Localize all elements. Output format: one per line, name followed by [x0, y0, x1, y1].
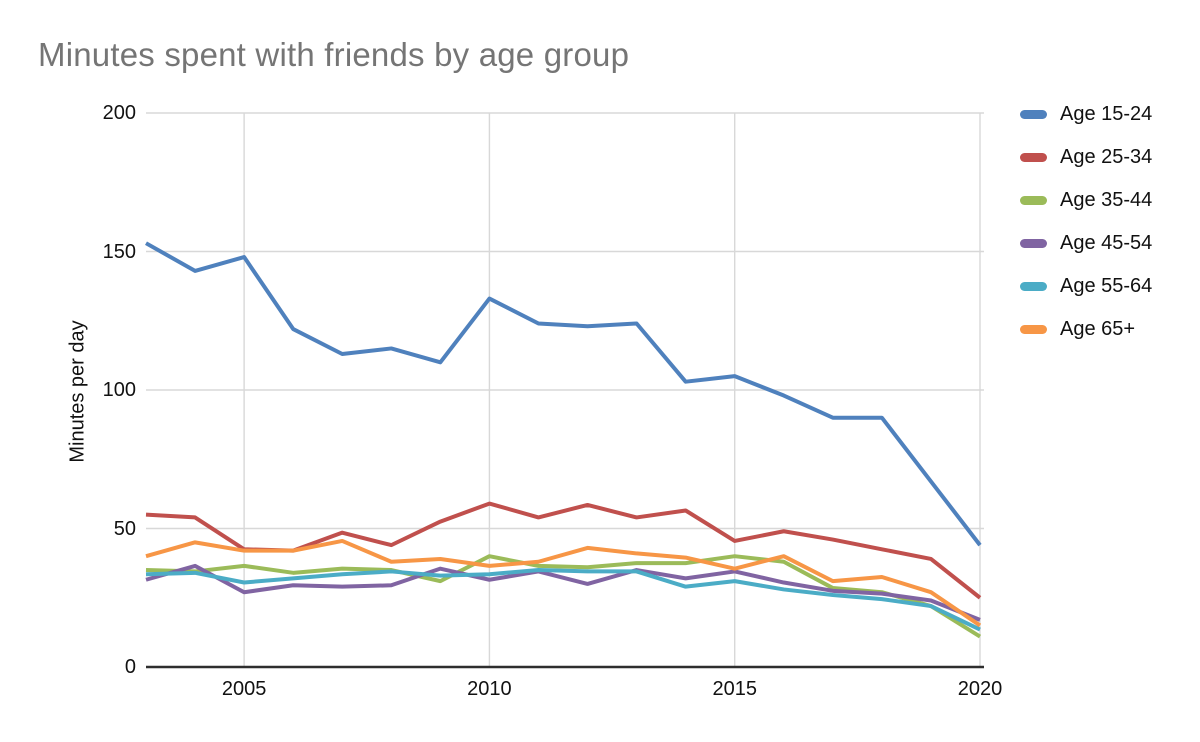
legend-label: Age 35-44 — [1060, 188, 1153, 211]
legend-item: Age 65+ — [1020, 315, 1152, 343]
x-tick-label: 2015 — [712, 678, 757, 700]
legend-swatch-icon — [1020, 109, 1047, 119]
chart-legend: Age 15-24 Age 25-34 Age 35-44 Age 45-54 Age … — [1020, 100, 1152, 358]
y-tick-label: 150 — [102, 240, 136, 263]
y-tick-label: 0 — [124, 656, 136, 678]
legend-item: Age 15-24 — [1020, 100, 1152, 128]
legend-swatch-icon — [1020, 281, 1047, 291]
legend-swatch-icon — [1020, 152, 1047, 162]
legend-swatch-icon — [1020, 238, 1047, 248]
chart-title: Minutes spent with friends by age group — [38, 36, 630, 73]
legend-item: Age 55-64 — [1020, 272, 1152, 300]
legend-label: Age 15-24 — [1060, 102, 1153, 125]
legend-label: Age 45-54 — [1060, 231, 1153, 254]
series-line-age-55-64 — [145, 568, 981, 632]
series-line-age-35-44 — [145, 554, 982, 639]
legend-item: Age 35-44 — [1020, 186, 1152, 214]
x-tick-label: 2005 — [221, 678, 267, 700]
legend-swatch-icon — [1020, 195, 1047, 205]
series-line-age-45-54 — [145, 563, 981, 622]
series-line-age-15-24 — [145, 241, 982, 547]
y-tick-label: 200 — [102, 102, 136, 124]
x-tick-label: 2010 — [467, 678, 512, 700]
series-line-age-65- — [145, 538, 982, 628]
legend-label: Age 65+ — [1060, 317, 1136, 340]
y-tick-label: 100 — [102, 379, 136, 401]
legend-item: Age 45-54 — [1020, 229, 1152, 257]
y-tick-label: 50 — [113, 517, 136, 540]
legend-swatch-icon — [1020, 324, 1047, 334]
legend-label: Age 55-64 — [1060, 274, 1153, 297]
legend-item: Age 25-34 — [1020, 143, 1152, 171]
x-tick-label: 2020 — [957, 678, 1003, 700]
legend-label: Age 25-34 — [1060, 145, 1153, 168]
